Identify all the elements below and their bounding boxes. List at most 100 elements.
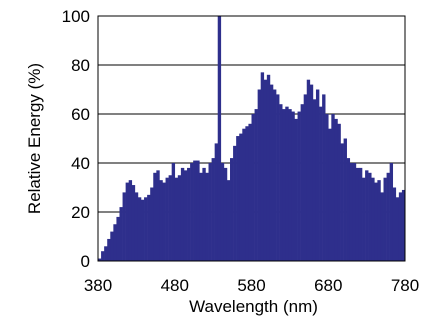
- bar: [362, 177, 366, 261]
- bar: [131, 185, 136, 261]
- bar: [104, 246, 108, 261]
- y-tick-label: 40: [71, 154, 90, 173]
- bar: [368, 172, 372, 261]
- y-tick-label: 100: [62, 7, 90, 26]
- bar: [140, 199, 145, 261]
- bar: [171, 163, 176, 261]
- bar: [358, 167, 363, 261]
- bar: [245, 126, 249, 261]
- bar: [254, 109, 258, 261]
- bar: [214, 143, 219, 261]
- bar: [125, 182, 129, 261]
- bar: [199, 172, 203, 261]
- bar: [315, 89, 320, 261]
- bar: [374, 182, 378, 261]
- bar: [395, 197, 400, 261]
- x-tick-label: 380: [84, 276, 112, 295]
- bar: [220, 163, 225, 261]
- bar: [349, 163, 354, 261]
- bar: [150, 187, 154, 261]
- bar: [134, 192, 139, 261]
- bar: [165, 177, 169, 261]
- bar: [180, 167, 185, 261]
- y-tick-label: 60: [71, 105, 90, 124]
- bar: [137, 197, 142, 261]
- bar: [383, 177, 387, 261]
- bar: [285, 106, 289, 262]
- bar: [288, 109, 292, 261]
- bar: [183, 170, 188, 261]
- y-tick-label: 0: [81, 252, 90, 271]
- bar: [116, 216, 120, 261]
- bar: [153, 172, 157, 261]
- bar: [260, 72, 265, 261]
- bar: [122, 192, 126, 261]
- bar: [392, 187, 397, 261]
- bar: [251, 114, 255, 261]
- bar: [343, 138, 347, 261]
- bar: [177, 175, 182, 261]
- bar: [233, 145, 237, 261]
- bar: [365, 170, 369, 261]
- bar: [269, 84, 274, 261]
- y-tick-label: 20: [71, 203, 90, 222]
- bar: [230, 158, 234, 261]
- bar: [380, 192, 384, 261]
- bar: [110, 231, 114, 261]
- x-tick-labels: 380 480 580 680 780: [84, 276, 419, 295]
- bar: [205, 172, 209, 261]
- bar: [239, 133, 243, 261]
- bar: [337, 123, 341, 261]
- bar: [398, 192, 403, 261]
- bar: [144, 197, 148, 261]
- bar: [257, 89, 262, 261]
- bar: [334, 118, 338, 262]
- bar: [202, 167, 206, 261]
- bar: [386, 172, 390, 261]
- bar: [401, 189, 406, 261]
- plot-frame: [97, 15, 406, 262]
- bar: [119, 207, 123, 261]
- bar: [319, 106, 323, 262]
- y-tick-label: 80: [71, 56, 90, 75]
- bar: [377, 180, 381, 261]
- bar: [98, 258, 102, 261]
- bar: [162, 182, 166, 261]
- bar: [168, 175, 172, 261]
- bar: [306, 79, 311, 261]
- bar: [193, 160, 197, 261]
- x-tick-label: 480: [161, 276, 189, 295]
- bar: [242, 128, 246, 261]
- bar: [236, 136, 240, 261]
- bar: [147, 194, 151, 261]
- bar: [303, 94, 308, 262]
- bar: [226, 180, 231, 261]
- bar: [312, 99, 317, 261]
- bar: [309, 84, 314, 261]
- bar: [352, 163, 357, 261]
- bar: [346, 158, 351, 261]
- x-tick-label: 680: [314, 276, 342, 295]
- bar: [291, 111, 295, 261]
- bar: [217, 16, 222, 261]
- y-axis-title: Relative Energy (%): [25, 63, 44, 214]
- bar: [322, 94, 326, 262]
- bar: [389, 163, 394, 261]
- bar: [211, 158, 215, 261]
- bar: [174, 177, 179, 261]
- bar: [272, 89, 277, 261]
- bar: [340, 143, 344, 261]
- bar: [355, 167, 360, 261]
- bar: [282, 109, 286, 261]
- bar: [328, 128, 332, 261]
- bar: [325, 114, 329, 261]
- bar: [156, 170, 160, 261]
- bar: [107, 238, 111, 261]
- bar: [208, 163, 212, 261]
- bar: [279, 104, 283, 261]
- bar: [331, 114, 335, 261]
- bar: [190, 163, 194, 261]
- bar: [128, 180, 133, 261]
- bar: [187, 167, 191, 261]
